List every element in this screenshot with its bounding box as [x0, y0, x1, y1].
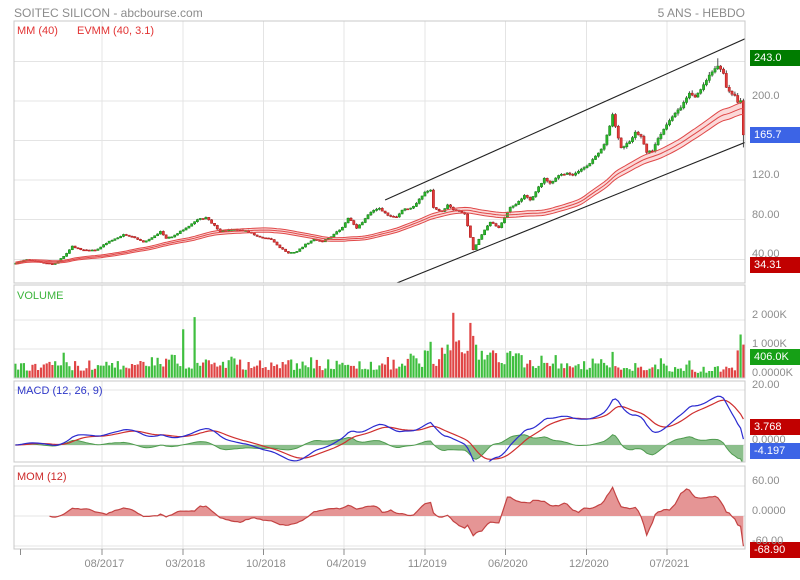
x-axis-date-label: 04/2019	[326, 558, 367, 570]
x-axis-date-label: 10/2018	[245, 558, 286, 570]
x-axis-date-label: 06/2020	[487, 558, 528, 570]
x-axis-date-label: 07/2021	[649, 558, 690, 570]
x-axis-date-label: 12/2020	[569, 558, 609, 570]
macd-signal-badge: 3.768	[750, 419, 800, 435]
macd-panel-label: MACD (12, 26, 9)	[17, 385, 103, 397]
price-axis-label: 120.0	[752, 169, 780, 182]
period-high-badge: 243.0	[750, 50, 800, 67]
mom-axis-label: -60.00	[752, 535, 784, 547]
mom-badge: -68.90	[750, 542, 800, 558]
volume-axis-label: 2 000K	[752, 309, 787, 321]
x-axis-date-label: 03/2018	[165, 558, 206, 570]
period-low-badge: 34.31	[750, 256, 800, 273]
x-axis-date-label: 11/2019	[407, 558, 447, 570]
price-axis-label: 200.0	[752, 89, 780, 102]
volume-panel-label: VOLUME	[17, 290, 64, 302]
range-label: 5 ANS - HEBDO	[657, 6, 745, 20]
mom-axis-label: 0.0000	[752, 505, 786, 517]
x-axis-date-label: 08/2017	[84, 558, 125, 570]
last-price-badge: 165.7	[750, 126, 800, 143]
legend-mm-label: MM (40)	[17, 25, 58, 37]
mom-axis-label: 60.00	[752, 475, 780, 487]
mom-panel-label: MOM (12)	[17, 471, 67, 483]
price-axis-label: 80.00	[752, 208, 780, 221]
macd-axis-label: 20.00	[752, 379, 780, 391]
macd-line-badge: -4.197	[750, 443, 800, 459]
legend-evmm-label: EVMM (40, 3.1)	[77, 25, 155, 37]
volume-axis-label: 0.0000K	[752, 367, 793, 379]
volume-axis-label: 1 000K	[752, 338, 787, 350]
chart-title: SOITEC SILICON - abcbourse.com	[14, 6, 203, 20]
macd-axis-label: 0.0000	[752, 434, 786, 446]
last-volume-badge: 406.0K	[750, 349, 800, 365]
price-axis-label: 40.00	[752, 248, 780, 261]
